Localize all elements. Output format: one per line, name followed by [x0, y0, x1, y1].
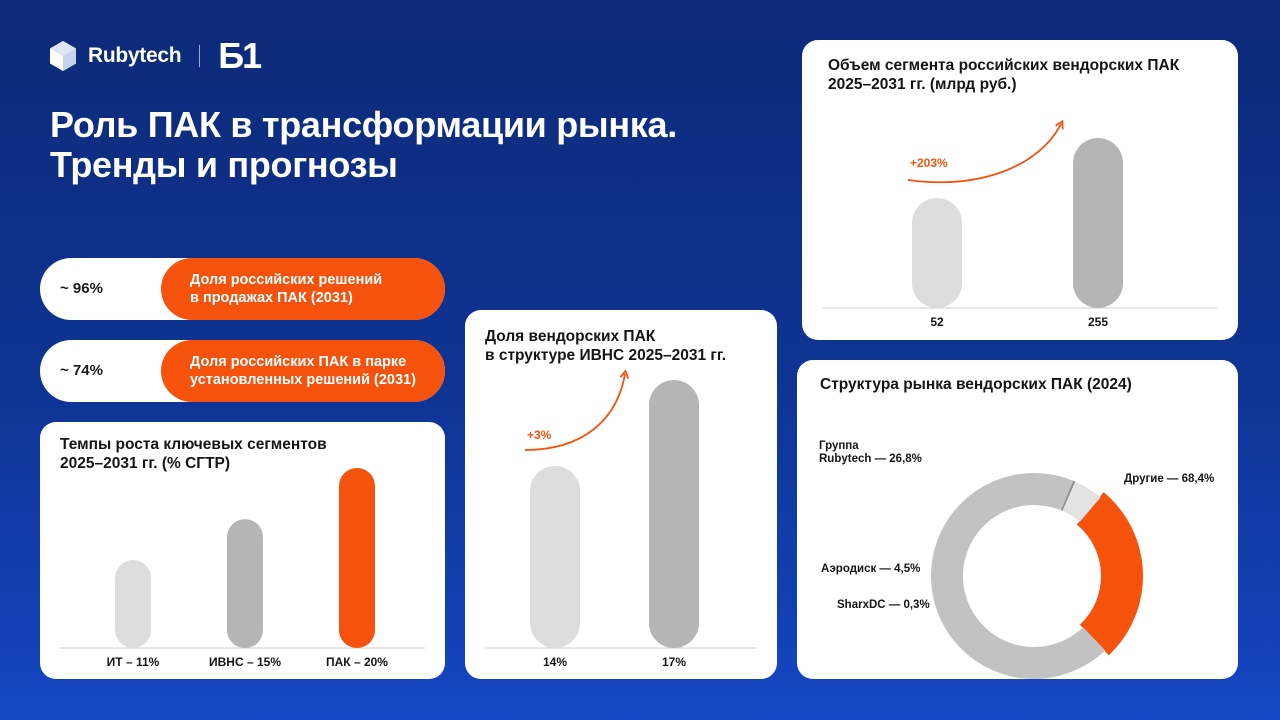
bar-ПАК [339, 468, 375, 648]
slice-label: Другие — 68,4% [1124, 473, 1214, 485]
growth-arrow-icon [907, 119, 1064, 184]
slice-label: Группа [819, 440, 859, 452]
highlight-value: ~ 74% [60, 362, 103, 379]
slice-label: Аэродиск — 4,5% [821, 563, 920, 575]
growth-rates-card: Темпы роста ключевых сегментов 2025–2031… [40, 422, 445, 679]
bar-value-label: ИВНС – 15% [209, 655, 281, 669]
growth-arrow-icon [524, 369, 630, 451]
chart-title-line-1: Объем сегмента российских вендорских ПАК [828, 57, 1180, 74]
page-title: Роль ПАК в трансформации рынка. Тренды и… [50, 105, 810, 185]
logo-divider [199, 45, 201, 67]
chart-title-line-2: 2025–2031 гг. (% CГТР) [60, 455, 231, 472]
bar-ИТ [115, 560, 151, 648]
donut-slice [1062, 481, 1101, 522]
bar-2025 [530, 466, 580, 648]
bar-value-label: 14% [543, 655, 567, 669]
bar-2025 [912, 198, 962, 308]
bar-ИВНС [227, 519, 263, 648]
logo-row: Rubytech Б1 [48, 35, 262, 76]
slice-label: SharxDC — 0,3% [837, 599, 930, 611]
highlight-label-line-1: Доля российских решений [190, 272, 383, 288]
vendor-share-card: Доля вендорских ПАК в структуре ИВНС 202… [465, 310, 777, 679]
bar-2031 [1073, 138, 1123, 308]
donut-slice [1076, 492, 1143, 656]
bar-value-label: ИТ – 11% [107, 655, 160, 669]
brand-name: Rubytech [88, 44, 182, 67]
chart-title: Темпы роста ключевых сегментов 2025–2031… [60, 435, 327, 473]
chart-title-line-2: 2025–2031 гг. (млрд руб.) [828, 76, 1017, 93]
page-title-line-2: Тренды и прогнозы [50, 144, 398, 185]
growth-label: +3% [527, 428, 552, 442]
bar-value-label: 52 [930, 315, 944, 329]
highlight-label: Доля российских ПАК в парке установленны… [161, 340, 445, 402]
highlight-pill: ~ 96% Доля российских решений в продажах… [40, 258, 445, 320]
highlight-pill: ~ 74% Доля российских ПАК в парке устано… [40, 340, 445, 402]
market-structure-donut: Группа Rubytech — 26,8% Другие — 68,4% А… [819, 440, 1214, 679]
chart-title-line-1: Темпы роста ключевых сегментов [60, 436, 327, 453]
bar-value-label: 255 [1088, 315, 1108, 329]
chart-title-line-2: в структуре ИВНС 2025–2031 гг. [485, 347, 727, 364]
growth-label: +203% [910, 156, 948, 170]
highlight-label-line-2: установленных решений (2031) [190, 372, 416, 388]
highlight-label: Доля российских решений в продажах ПАК (… [161, 258, 445, 320]
highlight-label-line-2: в продажах ПАК (2031) [190, 290, 353, 306]
bar-value-label: ПАК – 20% [326, 655, 388, 669]
bar-value-label: 17% [662, 655, 686, 669]
partner-logo: Б1 [218, 35, 262, 76]
slice-label: Rubytech — 26,8% [819, 453, 922, 465]
growth-rates-chart: ИТ – 11% ИВНС – 15% ПАК – 20% [60, 468, 425, 669]
highlight-label-line-1: Доля российских ПАК в парке [190, 354, 407, 370]
segment-volume-chart: +203% 52 255 [822, 119, 1218, 329]
page-title-line-1: Роль ПАК в трансформации рынка. [50, 104, 677, 145]
bar-2031 [649, 380, 699, 648]
market-structure-card: Структура рынка вендорских ПАК (2024) Гр… [797, 360, 1238, 679]
vendor-share-chart: +3% 14% 17% [485, 369, 757, 669]
chart-title: Объем сегмента российских вендорских ПАК… [828, 56, 1179, 94]
highlight-value: ~ 96% [60, 280, 103, 297]
chart-title-line-1: Доля вендорских ПАК [485, 328, 656, 345]
donut-slice [931, 473, 1106, 679]
chart-title: Структура рынка вендорских ПАК (2024) [820, 376, 1132, 393]
segment-volume-card: Объем сегмента российских вендорских ПАК… [802, 40, 1238, 340]
rubytech-logo-icon [50, 41, 76, 71]
chart-title: Доля вендорских ПАК в структуре ИВНС 202… [485, 327, 726, 365]
